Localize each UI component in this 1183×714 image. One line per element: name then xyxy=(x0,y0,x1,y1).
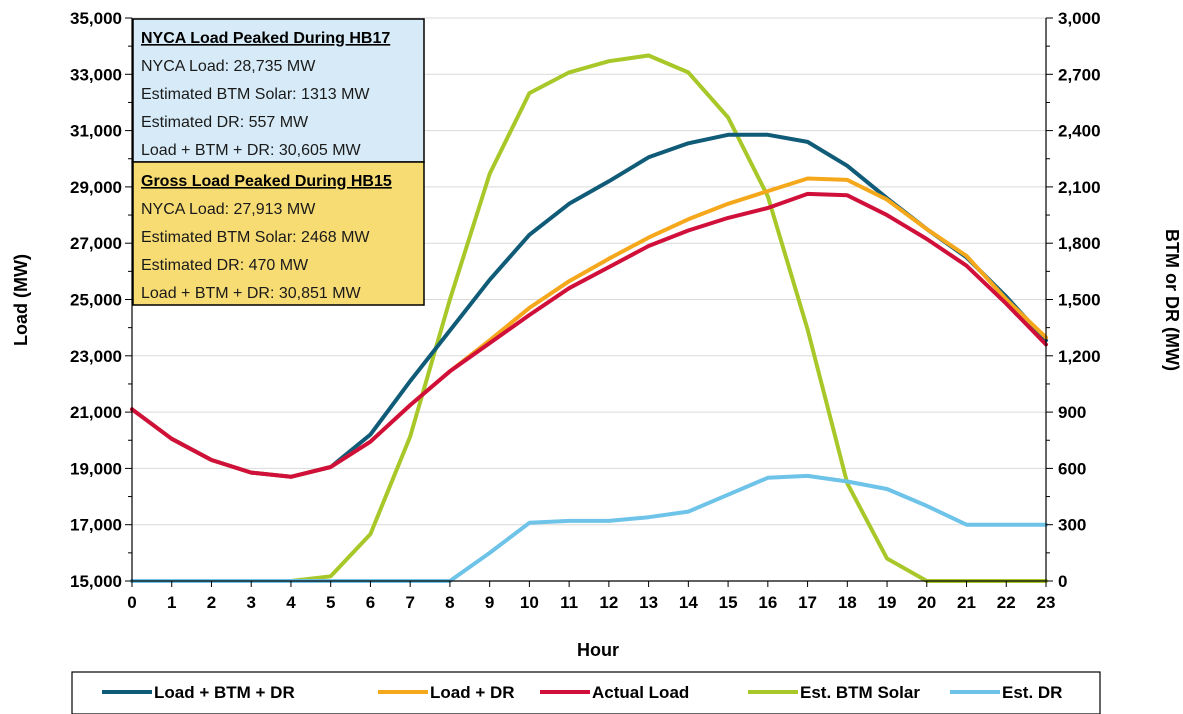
y-tick-label: 17,000 xyxy=(70,516,122,535)
tick-labels: 15,00017,00019,00021,00023,00025,00027,0… xyxy=(70,9,1101,612)
y2-tick-label: 2,400 xyxy=(1058,122,1101,141)
annotation-line: NYCA Load: 27,913 MW xyxy=(141,201,316,218)
x-tick-label: 20 xyxy=(917,593,936,612)
x-tick-label: 0 xyxy=(127,593,136,612)
annotation-boxes: NYCA Load Peaked During HB17 NYCA Load: 2… xyxy=(132,18,425,306)
x-tick-label: 22 xyxy=(997,593,1016,612)
x-tick-label: 14 xyxy=(679,593,698,612)
x-tick-label: 17 xyxy=(798,593,817,612)
x-tick-label: 11 xyxy=(560,593,578,612)
x-tick-label: 13 xyxy=(639,593,658,612)
y-tick-label: 19,000 xyxy=(70,459,122,478)
annotation-line: Estimated DR: 470 MW xyxy=(141,257,309,274)
y-tick-label: 25,000 xyxy=(70,291,122,310)
series-line-est-dr xyxy=(130,473,1048,583)
y2-tick-label: 2,700 xyxy=(1058,65,1101,84)
y-tick-label: 29,000 xyxy=(70,178,122,197)
x-tick-label: 21 xyxy=(957,593,976,612)
y-tick-label: 21,000 xyxy=(70,403,122,422)
x-tick-label: 12 xyxy=(599,593,618,612)
y-axis-title: Load (MW) xyxy=(11,254,31,346)
legend-label: Load + BTM + DR xyxy=(154,683,295,702)
y2-tick-label: 1,800 xyxy=(1058,234,1101,253)
y2-tick-label: 1,200 xyxy=(1058,347,1101,366)
annotation-box xyxy=(132,18,425,163)
annotation-title: Gross Load Peaked During HB15 xyxy=(141,173,392,190)
y2-tick-label: 3,000 xyxy=(1058,9,1101,28)
x-tick-label: 6 xyxy=(366,593,375,612)
y2-axis-title: BTM or DR (MW) xyxy=(1162,229,1182,371)
legend-label: Est. BTM Solar xyxy=(800,683,920,702)
x-axis-title: Hour xyxy=(577,640,619,660)
x-tick-label: 3 xyxy=(246,593,255,612)
y-tick-label: 33,000 xyxy=(70,65,122,84)
annotation-line: Load + BTM + DR: 30,851 MW xyxy=(141,285,362,302)
y2-tick-label: 300 xyxy=(1058,516,1086,535)
x-tick-label: 10 xyxy=(520,593,539,612)
x-tick-label: 23 xyxy=(1037,593,1056,612)
x-tick-label: 16 xyxy=(758,593,777,612)
x-tick-label: 18 xyxy=(838,593,857,612)
axes xyxy=(125,17,1053,587)
y2-tick-label: 2,100 xyxy=(1058,178,1101,197)
x-tick-label: 19 xyxy=(878,593,897,612)
x-tick-label: 8 xyxy=(445,593,454,612)
series-line-actual-load xyxy=(130,191,1048,479)
y2-tick-label: 0 xyxy=(1058,572,1067,591)
legend: Load + BTM + DR Load + DR Actual Load Est. … xyxy=(71,671,1101,714)
x-tick-label: 9 xyxy=(485,593,494,612)
legend-label: Est. DR xyxy=(1002,683,1062,702)
x-tick-label: 5 xyxy=(326,593,335,612)
y2-tick-label: 1,500 xyxy=(1058,291,1101,310)
y-tick-label: 27,000 xyxy=(70,234,122,253)
annotation-title: NYCA Load Peaked During HB17 xyxy=(141,30,390,47)
legend-label: Load + DR xyxy=(430,683,515,702)
annotation-line: NYCA Load: 28,735 MW xyxy=(141,58,316,75)
y-tick-label: 15,000 xyxy=(70,572,122,591)
x-tick-label: 7 xyxy=(405,593,414,612)
annotation-box xyxy=(132,161,425,306)
annotation-line: Load + BTM + DR: 30,605 MW xyxy=(141,142,362,159)
y-tick-label: 31,000 xyxy=(70,122,122,141)
annotation-line: Estimated BTM Solar: 1313 MW xyxy=(141,86,370,103)
y2-tick-label: 600 xyxy=(1058,459,1086,478)
y2-tick-label: 900 xyxy=(1058,403,1086,422)
x-tick-label: 1 xyxy=(167,593,176,612)
annotation-line: Estimated BTM Solar: 2468 MW xyxy=(141,229,370,246)
x-tick-label: 2 xyxy=(207,593,216,612)
annotation-line: Estimated DR: 557 MW xyxy=(141,114,309,131)
x-tick-label: 15 xyxy=(719,593,738,612)
y-tick-label: 23,000 xyxy=(70,347,122,366)
legend-label: Actual Load xyxy=(592,683,689,702)
y-tick-label: 35,000 xyxy=(70,9,122,28)
x-tick-label: 4 xyxy=(286,593,296,612)
